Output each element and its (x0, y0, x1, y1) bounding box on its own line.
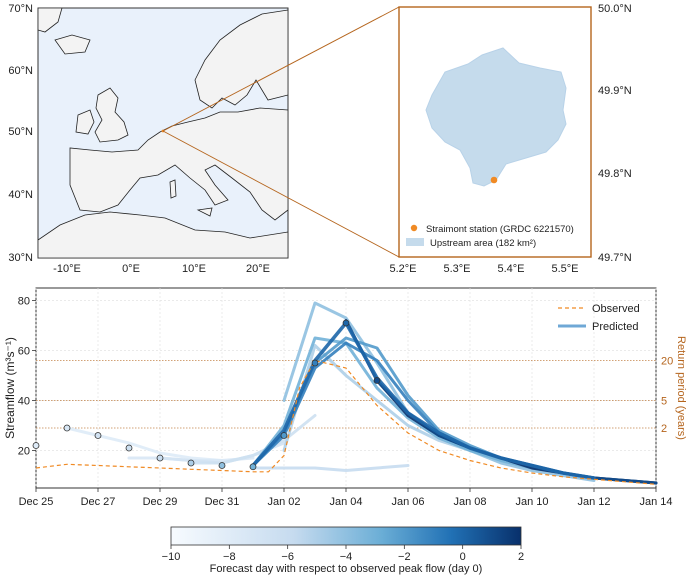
colorbar-tick-label: −6 (281, 551, 294, 563)
map-lon-tick: -10°E (53, 263, 81, 275)
colorbar: −10 −8 −6 −4 −2 0 2 Forecast day with respect … (162, 526, 524, 575)
forecast-start-marker (125, 444, 133, 452)
upstream-area-polygon (425, 47, 567, 187)
y2-axis-label: Return period (years) (675, 336, 687, 440)
forecast-start-marker (187, 459, 195, 467)
legend-predicted-label: Predicted (592, 321, 638, 333)
map-lat-tick: 70°N (8, 3, 33, 15)
forecast-line-day-0 (251, 321, 596, 480)
map-lon-tick: 10°E (182, 263, 206, 275)
observed-line (35, 359, 657, 485)
forecast-markers (32, 319, 381, 471)
x-tick-label: Jan 08 (453, 496, 486, 508)
inset-lon-tick: 5.2°E (389, 263, 416, 275)
x-axis-ticks: Dec 25 Dec 27 Dec 29 Dec 31 Jan 02 Jan 04 Jan … (19, 488, 673, 508)
forecast-start-marker (373, 377, 381, 384)
map-lon-tick: 0°E (122, 263, 140, 275)
inset-lon-tick: 5.5°E (551, 263, 578, 275)
map-lat-tick: 60°N (8, 65, 33, 77)
zoom-connector-top (162, 6, 400, 132)
land-masses (38, 8, 288, 258)
forecast-start-marker (249, 463, 257, 471)
return-period-tick-label: 20 (661, 356, 673, 368)
colorbar-tick-label: 0 (460, 551, 466, 563)
forecast-start-marker (156, 454, 164, 462)
y-tick-label: 40 (18, 396, 30, 408)
colorbar-gradient (170, 526, 522, 546)
inset-lat-tick: 49.7°N (598, 252, 632, 264)
colorbar-tick-label: −10 (162, 551, 181, 563)
return-period-ticks: 2 5 20 (661, 356, 673, 436)
forecast-start-marker (218, 462, 226, 469)
y-tick-label: 20 (18, 446, 30, 458)
overview-map: 70°N 60°N 50°N 40°N 30°N -10°E 0°E 10°E … (8, 3, 289, 275)
inset-lat-tick: 49.8°N (598, 168, 632, 180)
x-tick-label: Dec 31 (205, 496, 240, 508)
x-tick-label: Jan 10 (515, 496, 548, 508)
forecast-start-marker (63, 424, 71, 432)
forecast-line-day--10 (65, 426, 224, 462)
streamflow-chart: Dec 25 Dec 27 Dec 29 Dec 31 Jan 02 Jan 04 Jan … (3, 287, 687, 508)
legend-area-label: Upstream area (182 km²) (430, 238, 536, 249)
x-tick-label: Dec 27 (81, 496, 116, 508)
legend-station-icon (410, 224, 418, 232)
map-lat-tick: 30°N (8, 252, 33, 264)
legend-observed-label: Observed (592, 303, 640, 315)
legend-station-label: Straimont station (GRDC 6221570) (426, 224, 574, 235)
colorbar-tick-label: 2 (518, 551, 524, 563)
colorbar-tick-label: −2 (398, 551, 411, 563)
forecast-start-marker (280, 432, 288, 439)
x-tick-label: Jan 02 (267, 496, 300, 508)
y-axis-ticks: 20 40 60 80 (18, 296, 36, 458)
colorbar-ticks: −10 −8 −6 −4 −2 0 2 (162, 545, 524, 563)
return-period-tick-label: 2 (661, 423, 667, 435)
inset-lon-tick: 5.4°E (497, 263, 524, 275)
map-lat-tick: 50°N (8, 126, 33, 138)
forecast-start-marker (32, 442, 40, 449)
x-tick-label: Jan 12 (577, 496, 610, 508)
map-lat-tick: 40°N (8, 189, 33, 201)
y-axis-label: Streamflow (m³s⁻¹) (3, 337, 17, 439)
colorbar-tick-label: −8 (223, 551, 236, 563)
return-period-lines (36, 360, 656, 429)
zoom-connector-bottom (162, 130, 400, 258)
forecast-start-marker (311, 359, 319, 367)
map-lon-tick: 20°E (246, 263, 270, 275)
inset-lat-tick: 50.0°N (598, 3, 632, 15)
station-marker (490, 176, 498, 184)
inset-map: Straimont station (GRDC 6221570) Upstrea… (389, 3, 631, 275)
x-tick-label: Jan 04 (329, 496, 362, 508)
inset-lon-tick: 5.3°E (443, 263, 470, 275)
forecast-start-marker (342, 319, 350, 327)
forecast-start-marker (94, 432, 102, 439)
y-tick-label: 60 (18, 346, 30, 358)
legend-area-icon (406, 238, 424, 246)
x-tick-label: Dec 29 (143, 496, 178, 508)
forecast-line-day--7 (189, 414, 317, 465)
colorbar-label: Forecast day with respect to observed pe… (210, 563, 483, 575)
x-tick-label: Jan 06 (391, 496, 424, 508)
y-tick-label: 80 (18, 296, 30, 308)
overview-map-ticks: 70°N 60°N 50°N 40°N 30°N -10°E 0°E 10°E … (8, 3, 270, 275)
x-tick-label: Jan 14 (639, 496, 672, 508)
colorbar-tick-label: −4 (340, 551, 353, 563)
x-tick-label: Dec 25 (19, 496, 54, 508)
return-period-tick-label: 5 (661, 396, 667, 408)
inset-lat-tick: 49.9°N (598, 85, 632, 97)
forecast-line-day--6 (251, 464, 410, 472)
chart-legend: Observed Predicted (558, 303, 640, 333)
